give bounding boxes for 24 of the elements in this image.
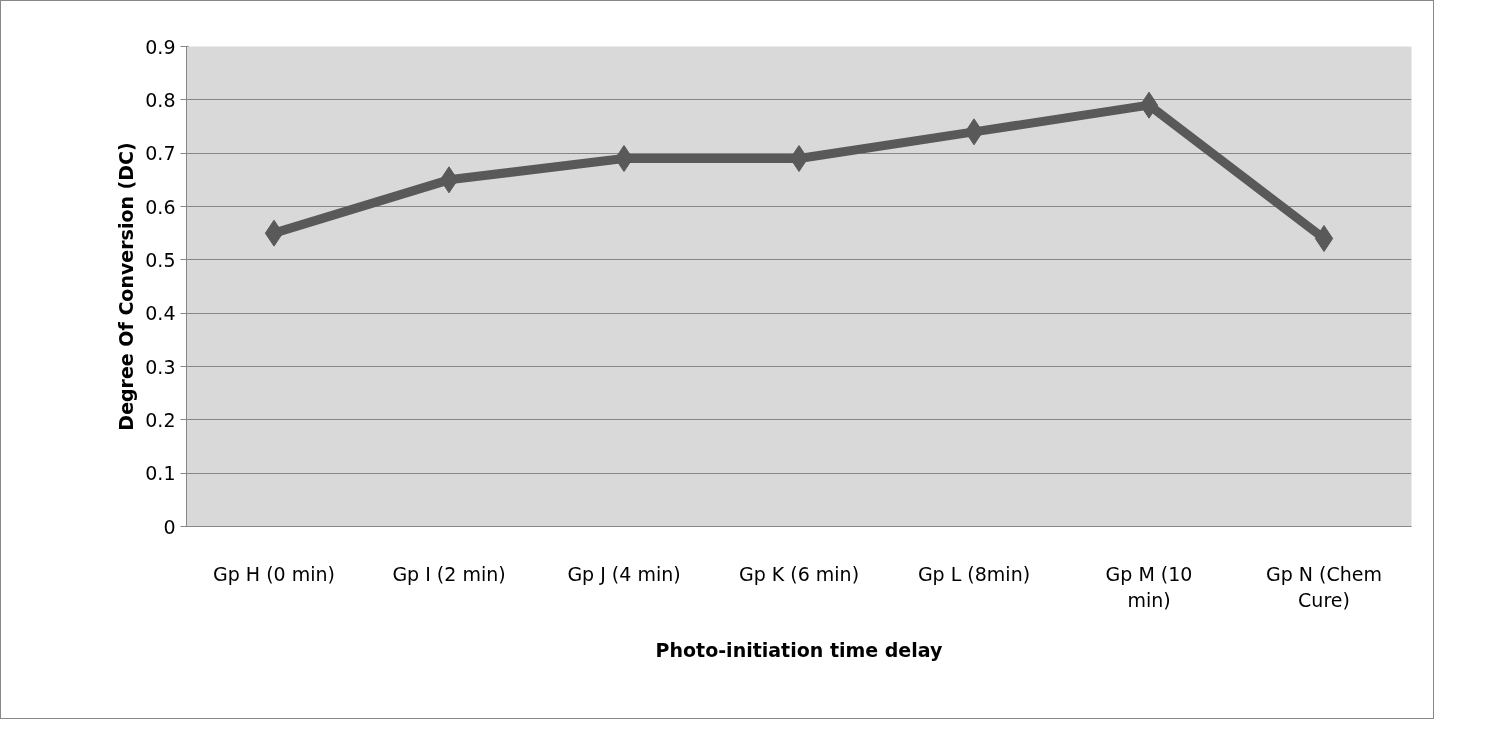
point (1314, 225, 1334, 252)
x-tick-label: Gp H (0 min) (213, 562, 335, 585)
point (1139, 91, 1159, 119)
y-tick-label: 0.3 (145, 355, 176, 378)
y-tick-label: 0.9 (145, 35, 176, 58)
y-tick-label: 0.8 (145, 88, 176, 111)
x-tick-label: Gp J (4 min) (567, 562, 681, 585)
x-tick-label: Gp I (2 min) (392, 562, 506, 585)
y-tick-label: 0.4 (145, 302, 176, 325)
y-tick-label: 0.6 (145, 195, 176, 218)
x-axis-title: Photo-initiation time delay (655, 638, 944, 661)
y-axis-title: Degree Of Conversion (DC) (115, 142, 138, 431)
x-tick-label: Gp L (8min) (917, 562, 1031, 585)
y-tick-label: 0.7 (145, 142, 176, 165)
y-tick-label: 0.1 (145, 462, 176, 485)
y-tick-label: 0.2 (145, 408, 176, 431)
point (964, 118, 984, 146)
y-tick-label: 0.5 (145, 248, 176, 271)
x-tick-label: Gp K (6 min) (738, 562, 860, 585)
point (264, 219, 284, 247)
x-tick-label: Gp M (10 min) (1105, 562, 1193, 611)
point (439, 166, 459, 194)
y-tick-label: 0 (163, 515, 176, 538)
x-tick-label: Gp N (Chem Cure) (1266, 562, 1382, 611)
